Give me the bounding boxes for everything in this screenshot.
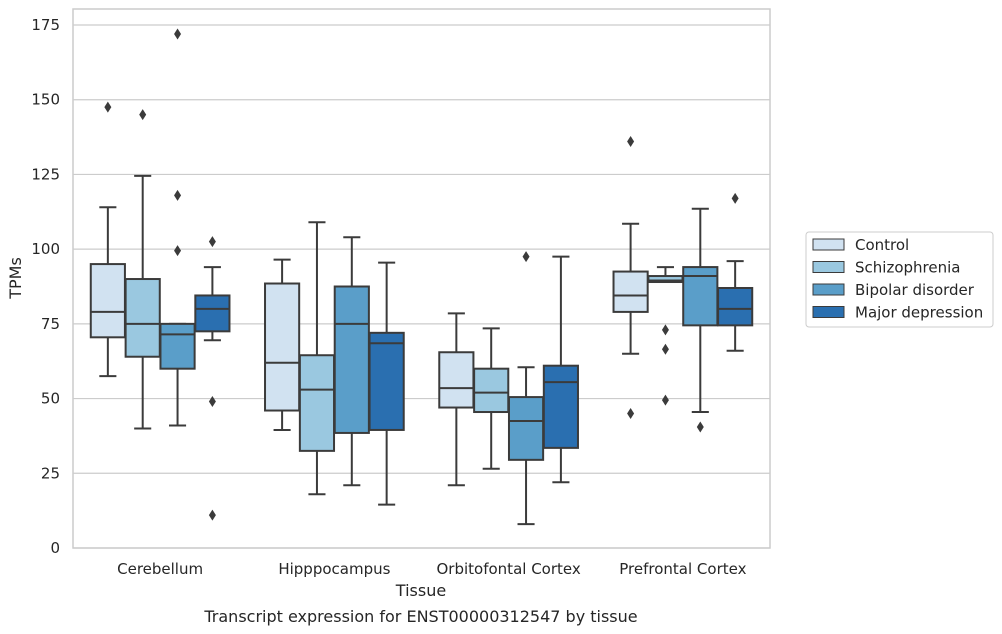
outlier-point: [522, 251, 530, 263]
legend: Control Schizophrenia Bipolar disorder Majo…: [805, 231, 994, 328]
box-major-depression: [717, 192, 754, 352]
x-tick-label: Hipppocampus: [278, 560, 390, 578]
box-iqr: [264, 282, 301, 412]
x-tick-label: Prefrontal Cortex: [619, 560, 746, 578]
legend-swatch: [812, 238, 845, 251]
y-tick-label: 100: [31, 240, 60, 258]
y-tick-label: 150: [31, 91, 60, 109]
plot-frame: [72, 8, 771, 549]
outlier-point: [661, 343, 669, 355]
box-iqr: [124, 278, 161, 358]
outlier-point: [731, 192, 739, 204]
boxes: [89, 28, 754, 526]
box-major-depression: [368, 261, 405, 506]
box-iqr: [89, 263, 126, 339]
box-schizophrenia: [647, 266, 684, 406]
box-iqr: [473, 367, 510, 414]
legend-label: Schizophrenia: [855, 259, 960, 277]
box-control: [612, 136, 649, 420]
box-iqr: [298, 354, 336, 452]
box-iqr: [612, 270, 649, 313]
box-iqr: [194, 294, 231, 333]
outlier-point: [627, 408, 635, 420]
outlier-point: [174, 189, 182, 201]
legend-swatch: [812, 261, 845, 273]
box-iqr: [368, 331, 405, 431]
box-bipolar-disorder: [159, 28, 196, 427]
y-axis-label: TPMs: [6, 257, 25, 300]
outlier-point: [208, 396, 216, 408]
box-iqr: [333, 285, 370, 434]
x-tick-label: Cerebellum: [117, 560, 203, 578]
outlier-point: [104, 101, 112, 113]
legend-box: [805, 231, 994, 328]
outlier-point: [208, 236, 216, 248]
y-tick-label: 0: [50, 539, 60, 557]
outlier-point: [139, 109, 147, 121]
grid-lines: [73, 24, 770, 549]
outlier-point: [661, 324, 669, 336]
box-bipolar-disorder: [507, 251, 545, 526]
legend-label: Major depression: [855, 304, 983, 322]
y-axis-ticks: 0 25 50 75 100 125 150 175: [31, 16, 60, 557]
outlier-point: [174, 245, 182, 257]
box-schizophrenia: [124, 109, 161, 430]
box-iqr: [542, 364, 579, 449]
x-axis-ticks: Cerebellum Hipppocampus Orbitofontal Corte…: [117, 560, 746, 578]
outlier-point: [696, 421, 704, 433]
box-iqr: [507, 396, 545, 461]
box-control: [264, 258, 301, 431]
outlier-point: [208, 509, 216, 521]
legend-label: Bipolar disorder: [855, 281, 975, 299]
box-schizophrenia: [473, 327, 510, 470]
y-tick-label: 175: [31, 16, 60, 34]
y-tick-label: 50: [41, 390, 60, 408]
box-iqr: [159, 322, 196, 370]
outlier-point: [661, 394, 669, 406]
box-bipolar-disorder: [682, 207, 719, 433]
outlier-point: [174, 28, 182, 40]
box-major-depression: [542, 255, 579, 484]
chart-caption: Transcript expression for ENST0000031254…: [203, 607, 637, 626]
legend-label: Control: [855, 236, 909, 254]
y-tick-label: 25: [41, 464, 60, 482]
outlier-point: [627, 136, 635, 148]
box-iqr: [717, 286, 754, 327]
y-tick-label: 75: [41, 315, 60, 333]
x-tick-label: Orbitofontal Cortex: [437, 560, 581, 578]
box-bipolar-disorder: [333, 236, 370, 487]
x-axis-label: Tissue: [395, 581, 446, 600]
legend-swatch: [812, 306, 845, 318]
legend-swatch: [812, 283, 845, 296]
box-major-depression: [194, 236, 231, 521]
y-tick-label: 125: [31, 165, 60, 183]
box-iqr: [438, 351, 475, 409]
box-control: [438, 312, 475, 487]
box-schizophrenia: [298, 221, 336, 496]
box-control: [89, 101, 126, 378]
